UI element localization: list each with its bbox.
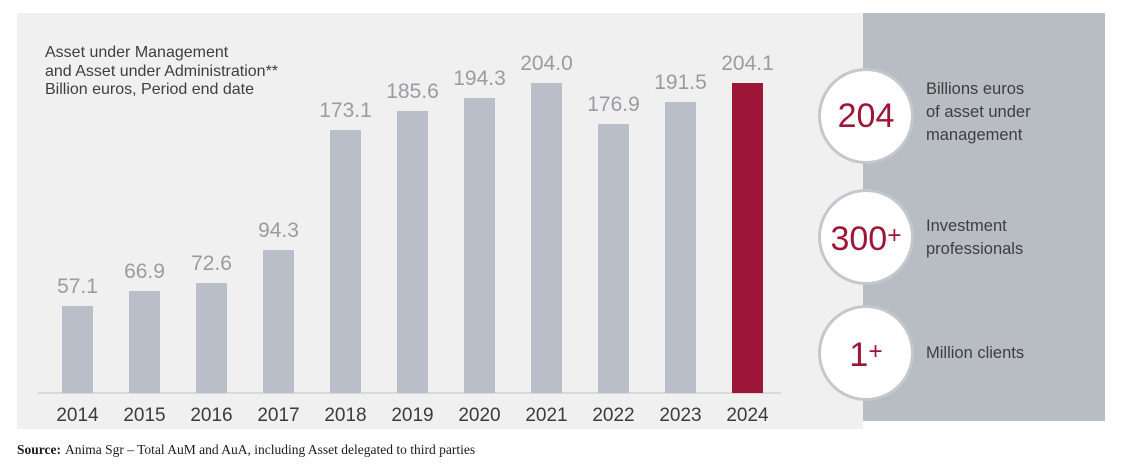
stat-label-line: of asset under [926,103,1031,121]
chart-title-line: Billion euros, Period end date [45,81,255,98]
chart-bar-2016 [196,283,227,393]
chart-bar-2017 [263,250,294,393]
bar-chart-plot: 57.1 2014 66.9 2015 72.6 2016 94.3 2017 173.1 201… [17,13,863,429]
plus-sign: + [868,337,883,365]
x-axis-tick-label: 2014 [56,405,99,426]
plus-sign: + [887,221,902,249]
stat-label: Million clients [926,342,1024,365]
x-axis-tick-label: 2017 [257,405,300,426]
stat-label-line: Investment [926,217,1007,235]
x-axis-tick-label: 2019 [391,405,434,426]
stat-circle: 300+ [818,189,914,285]
chart-bar-2015 [129,291,160,393]
bar-value-label: 66.9 [124,260,165,283]
x-axis-tick-label: 2021 [525,405,568,426]
chart-title: Asset under Management and Asset under Ad… [45,44,278,100]
x-axis-tick-label: 2020 [458,405,501,426]
chart-bar-2018 [330,130,361,393]
stat-value: 204 [837,97,895,135]
x-axis-tick-label: 2024 [726,405,769,426]
stat-label-line: management [926,126,1023,144]
stat-label-line: Million clients [926,344,1025,362]
stat-label: Billions euros of asset under management [926,78,1031,147]
stat-circle: 204 [818,68,914,164]
chart-bar-2023 [665,102,696,393]
chart-title-line: Asset under Management [45,44,229,61]
stat-value: 1+ [849,335,883,374]
chart-bar-2014 [62,306,93,393]
x-axis-tick-label: 2016 [190,405,233,426]
chart-title-line: and Asset under Administration** [45,62,279,80]
bar-value-label: 94.3 [258,219,299,242]
x-axis-tick-label: 2023 [659,405,702,426]
stat-circle: 1+ [818,305,914,401]
bar-value-label: 72.6 [191,252,232,275]
x-axis-tick-label: 2018 [324,405,367,426]
chart-bar-2020 [464,98,495,393]
bar-value-label: 185.6 [386,80,439,103]
chart-bar-2024 [732,83,763,393]
bar-value-label: 176.9 [587,93,640,116]
bar-value-label: 204.1 [721,52,774,75]
chart-bar-2022 [598,124,629,393]
source-line: Source: Anima Sgr – Total AuM and AuA, in… [17,441,475,458]
stat-value: 300+ [830,219,902,258]
bar-value-label: 204.0 [520,52,573,75]
x-axis-tick-label: 2015 [123,405,166,426]
stat-label-line: Billions euros [926,80,1025,98]
stat-label-line: professionals [926,240,1024,258]
chart-bar-2019 [397,111,428,393]
bar-value-label: 194.3 [453,67,506,90]
source-text: Anima Sgr – Total AuM and AuA, including… [65,442,476,457]
x-axis-tick-label: 2022 [592,405,635,426]
source-prefix-label: Source: [17,442,61,457]
bar-value-label: 173.1 [319,99,372,122]
bar-value-label: 191.5 [654,71,707,94]
bar-value-label: 57.1 [57,275,98,298]
chart-panel: Asset under Management and Asset under Ad… [17,13,863,429]
stat-label: Investment professionals [926,215,1023,261]
chart-bar-2021 [531,83,562,393]
